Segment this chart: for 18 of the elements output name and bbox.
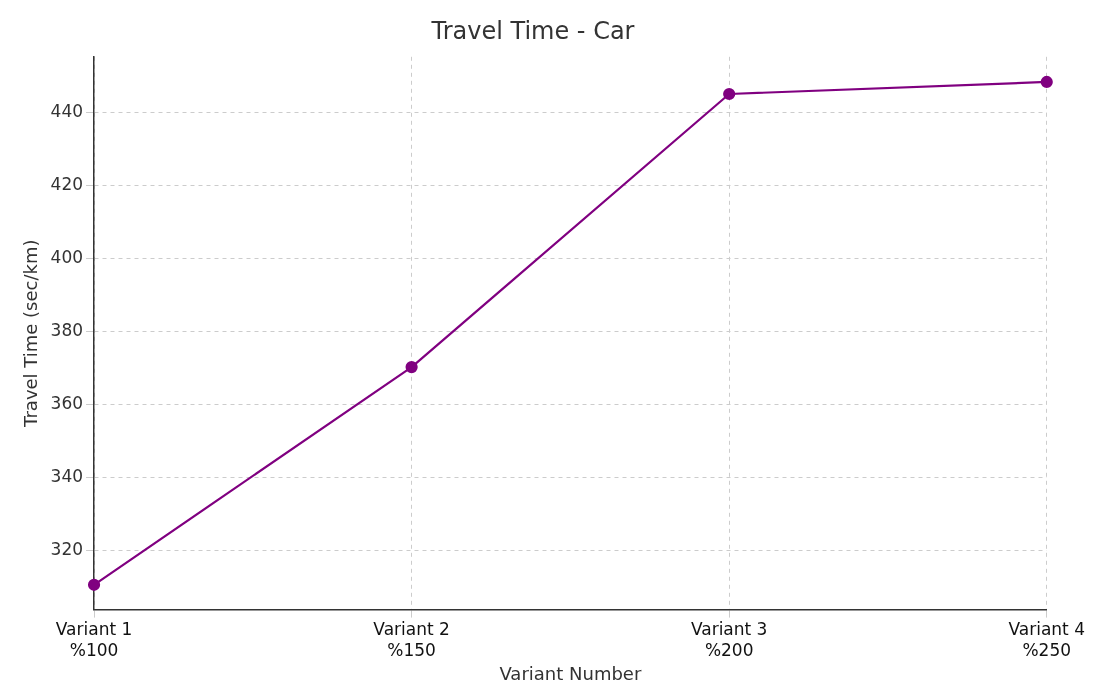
point: [1040, 75, 1053, 89]
chart-title: Travel Time - Car: [430, 16, 635, 45]
point: [723, 87, 736, 101]
point: [405, 361, 418, 374]
y-axis-title: Travel Time (sec/km): [20, 239, 42, 428]
x-tick-label: Variant 3 %200: [690, 619, 768, 660]
x-tick-label: Variant 4 %250: [1008, 619, 1086, 660]
y-tick-label: 440: [50, 101, 84, 122]
y-tick-label: 360: [50, 392, 84, 413]
y-tick-label: 320: [50, 538, 84, 559]
x-axis-title: Variant Number: [499, 662, 642, 684]
y-tick-label: 380: [50, 319, 84, 340]
point: [87, 578, 101, 591]
y-tick-label: 340: [50, 465, 84, 486]
y-tick-label: 400: [50, 246, 84, 267]
x-tick-label: Variant 2 %150: [373, 619, 450, 660]
x-tick-label: Variant 1 %100: [55, 619, 133, 660]
y-tick-label: 420: [50, 173, 84, 194]
